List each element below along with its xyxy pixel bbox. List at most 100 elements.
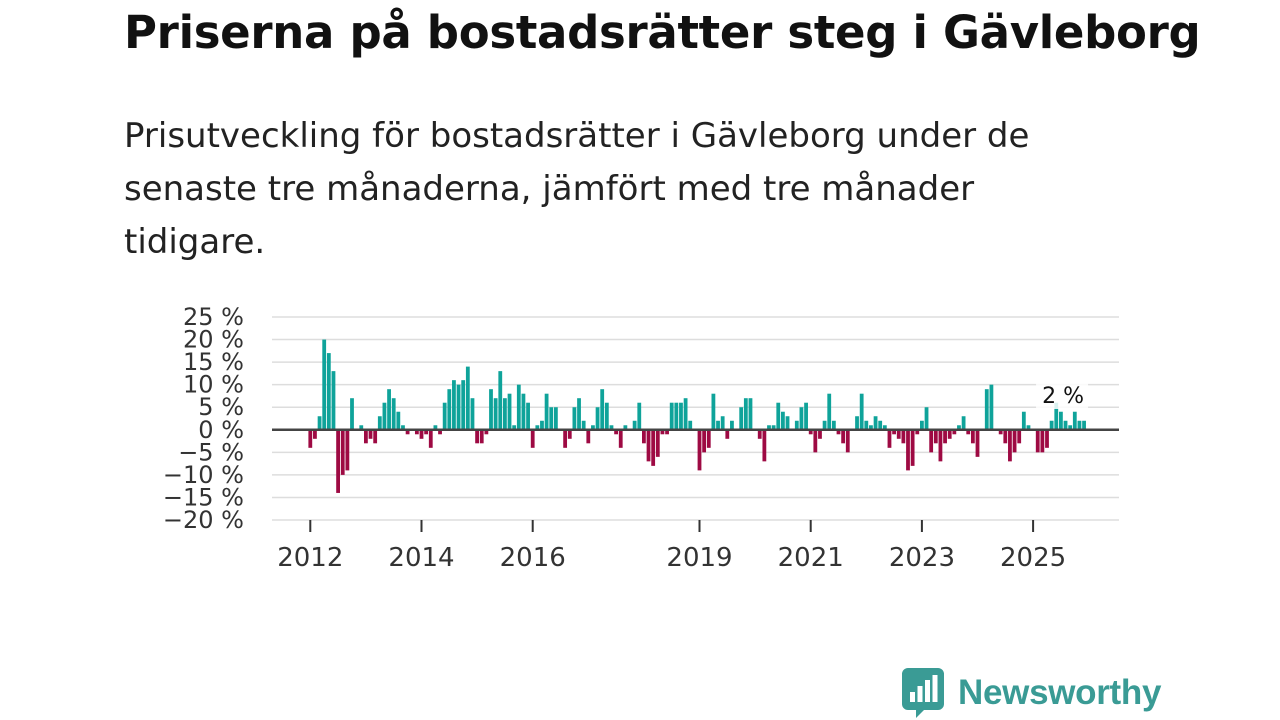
bar-negative xyxy=(530,429,535,448)
bar-positive xyxy=(1072,411,1077,430)
bar-positive xyxy=(720,416,725,430)
bar-positive xyxy=(739,407,744,430)
y-tick-label: 20 % xyxy=(183,326,244,354)
bar-negative xyxy=(586,429,591,444)
x-tick-label: 2025 xyxy=(1000,543,1066,573)
bar-positive xyxy=(716,420,720,430)
bar-chart-speech-bubble-icon xyxy=(902,668,944,718)
bar-negative xyxy=(947,429,952,439)
bar-negative xyxy=(308,429,313,448)
bar-negative xyxy=(702,429,707,453)
bar-negative xyxy=(340,429,345,475)
bar-negative xyxy=(614,429,618,435)
bar-positive xyxy=(452,380,456,430)
y-tick-label: 15 % xyxy=(183,348,244,376)
bar-negative xyxy=(706,429,711,448)
bar-positive xyxy=(465,366,470,430)
bar-positive xyxy=(577,398,581,430)
bar-negative xyxy=(475,429,479,444)
bar-negative xyxy=(1008,429,1012,462)
y-tick-label: 10 % xyxy=(183,371,244,399)
bar-negative xyxy=(373,429,378,444)
bar-negative xyxy=(345,429,350,471)
bar-positive xyxy=(326,353,331,430)
bar-positive xyxy=(442,402,447,430)
bar-positive xyxy=(831,420,836,430)
bar-positive xyxy=(1026,425,1031,430)
bar-positive xyxy=(382,402,387,430)
bar-positive xyxy=(711,393,716,430)
bar-positive xyxy=(989,384,994,430)
y-tick-label: −15 % xyxy=(163,483,244,511)
logo-text: Newsworthy xyxy=(958,673,1162,712)
bar-negative xyxy=(424,429,429,435)
bar-positive xyxy=(1082,420,1086,430)
bar-positive xyxy=(581,420,586,430)
bar-positive xyxy=(331,371,336,430)
bar-negative xyxy=(836,429,841,435)
bar-negative xyxy=(438,429,442,435)
bar-negative xyxy=(892,429,896,435)
bar-positive xyxy=(350,398,354,430)
bar-positive xyxy=(799,407,804,430)
bar-positive xyxy=(377,416,382,430)
x-tick-label: 2023 xyxy=(889,543,955,573)
x-tick-label: 2014 xyxy=(388,543,454,573)
bar-negative xyxy=(368,429,373,439)
bar-positive xyxy=(674,402,679,430)
x-tick-label: 2016 xyxy=(500,543,566,573)
bar-negative xyxy=(665,429,669,435)
bar-negative xyxy=(1040,429,1045,453)
bar-positive xyxy=(878,420,883,430)
bar-positive xyxy=(609,425,614,430)
bar-positive xyxy=(1059,411,1063,430)
bar-negative xyxy=(845,429,850,453)
bar-positive xyxy=(595,407,600,430)
bar-positive xyxy=(781,411,785,430)
bar-positive xyxy=(776,402,781,430)
bar-positive xyxy=(391,398,396,430)
bar-negative xyxy=(813,429,818,453)
bar-positive xyxy=(498,371,503,430)
bar-positive xyxy=(493,398,498,430)
chart-subtitle: Prisutveckling för bostadsrätter i Gävle… xyxy=(124,116,1030,262)
bar-positive xyxy=(387,389,391,430)
bar-negative xyxy=(646,429,651,462)
bar-negative xyxy=(929,429,934,453)
bar-positive xyxy=(591,425,595,430)
bar-negative xyxy=(479,429,484,444)
bar-positive xyxy=(549,407,554,430)
bar-positive xyxy=(767,425,771,430)
bar-negative xyxy=(933,429,938,444)
bar-negative xyxy=(1017,429,1022,444)
y-tick-label: −20 % xyxy=(163,506,244,534)
bar-negative xyxy=(906,429,910,471)
bar-positive xyxy=(730,420,734,430)
bar-positive xyxy=(632,420,637,430)
bar-negative xyxy=(938,429,943,462)
bar-positive xyxy=(864,420,869,430)
bar-positive xyxy=(396,411,401,430)
bar-positive xyxy=(794,420,799,430)
bar-positive xyxy=(489,389,493,430)
bar-positive xyxy=(873,416,878,430)
bar-positive xyxy=(535,425,540,430)
bar-negative xyxy=(943,429,947,444)
y-tick-label: 25 % xyxy=(183,303,244,331)
bar-positive xyxy=(1054,402,1059,430)
bar-negative xyxy=(697,429,702,471)
bar-positive xyxy=(447,389,452,430)
bar-negative xyxy=(563,429,568,448)
x-tick-label: 2019 xyxy=(666,543,732,573)
bar-positive xyxy=(882,425,887,430)
bar-negative xyxy=(1003,429,1008,444)
bar-negative xyxy=(567,429,572,439)
bar-negative xyxy=(901,429,906,444)
bar-positive xyxy=(688,420,693,430)
bar-positive xyxy=(748,398,753,430)
x-tick-label: 2012 xyxy=(277,543,343,573)
bar-positive xyxy=(507,393,512,430)
bar-positive xyxy=(679,402,683,430)
bar-positive xyxy=(1068,425,1073,430)
bar-positive xyxy=(317,416,322,430)
